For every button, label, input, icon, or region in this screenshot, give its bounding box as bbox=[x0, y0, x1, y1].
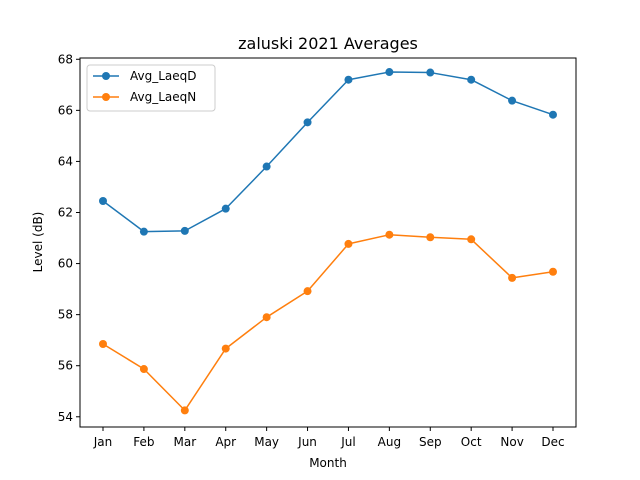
x-tick-label: Jul bbox=[340, 435, 355, 449]
legend: Avg_LaeqD Avg_LaeqN bbox=[86, 64, 216, 112]
data-point-Avg_LaeqD bbox=[426, 68, 435, 77]
y-tick-label: 64 bbox=[58, 154, 73, 168]
y-tick-label: 60 bbox=[58, 257, 73, 271]
x-tick-label: Mar bbox=[173, 435, 196, 449]
data-point-Avg_LaeqD bbox=[385, 68, 394, 77]
data-point-Avg_LaeqN bbox=[303, 287, 312, 296]
x-tick-label: Jan bbox=[93, 435, 113, 449]
data-point-Avg_LaeqD bbox=[549, 110, 557, 119]
legend-marker-Avg_LaeqN bbox=[102, 93, 110, 101]
x-tick-label: Feb bbox=[133, 435, 154, 449]
series-layer bbox=[99, 68, 557, 415]
legend-label: Avg_LaeqN bbox=[130, 90, 196, 104]
data-point-Avg_LaeqN bbox=[139, 365, 148, 374]
chart-title: zaluski 2021 Averages bbox=[238, 34, 418, 53]
plot-area bbox=[79, 57, 577, 428]
data-point-Avg_LaeqN bbox=[221, 344, 230, 353]
data-point-Avg_LaeqD bbox=[221, 204, 230, 213]
x-axis-label: Month bbox=[309, 456, 347, 470]
legend-label: Avg_LaeqD bbox=[130, 69, 197, 83]
data-point-Avg_LaeqD bbox=[139, 227, 148, 236]
data-point-Avg_LaeqN bbox=[426, 233, 435, 242]
data-point-Avg_LaeqD bbox=[508, 96, 517, 105]
y-tick-label: 56 bbox=[58, 359, 73, 373]
data-point-Avg_LaeqD bbox=[180, 226, 189, 235]
x-tick-label: Oct bbox=[461, 435, 482, 449]
x-tick-label: Aug bbox=[378, 435, 401, 449]
series-line-Avg_LaeqD bbox=[102, 71, 554, 233]
data-point-Avg_LaeqD bbox=[344, 75, 353, 84]
x-axis-ticks: Jan Feb Mar Apr May Jun Jul Aug Sep Oct Nov Dec bbox=[93, 427, 565, 449]
data-point-Avg_LaeqN bbox=[508, 273, 517, 282]
x-tick-label: Sep bbox=[419, 435, 442, 449]
data-point-Avg_LaeqD bbox=[99, 197, 107, 206]
y-tick-label: 54 bbox=[58, 410, 73, 424]
y-tick-label: 68 bbox=[58, 52, 73, 66]
data-point-Avg_LaeqN bbox=[549, 267, 557, 276]
data-point-Avg_LaeqD bbox=[303, 118, 312, 127]
data-point-Avg_LaeqN bbox=[344, 239, 353, 248]
x-tick-label: Nov bbox=[500, 435, 523, 449]
y-axis-label: Level (dB) bbox=[31, 212, 45, 273]
data-point-Avg_LaeqD bbox=[467, 75, 476, 84]
data-point-Avg_LaeqN bbox=[180, 406, 189, 415]
legend-marker-Avg_LaeqD bbox=[102, 72, 110, 80]
series-line-Avg_LaeqN bbox=[102, 233, 554, 412]
data-point-Avg_LaeqN bbox=[262, 313, 271, 322]
x-tick-label: Dec bbox=[541, 435, 564, 449]
y-tick-label: 62 bbox=[58, 205, 73, 219]
y-tick-label: 58 bbox=[58, 308, 73, 322]
y-axis-ticks: 54 56 58 60 62 64 66 68 bbox=[58, 52, 80, 424]
axes-frame bbox=[79, 57, 577, 428]
data-point-Avg_LaeqD bbox=[262, 162, 271, 171]
y-tick-label: 66 bbox=[58, 103, 73, 117]
data-point-Avg_LaeqN bbox=[99, 340, 107, 349]
x-tick-label: Jun bbox=[297, 435, 317, 449]
x-tick-label: May bbox=[254, 435, 279, 449]
x-tick-label: Apr bbox=[215, 435, 236, 449]
data-point-Avg_LaeqN bbox=[467, 235, 476, 244]
data-point-Avg_LaeqN bbox=[385, 230, 394, 239]
